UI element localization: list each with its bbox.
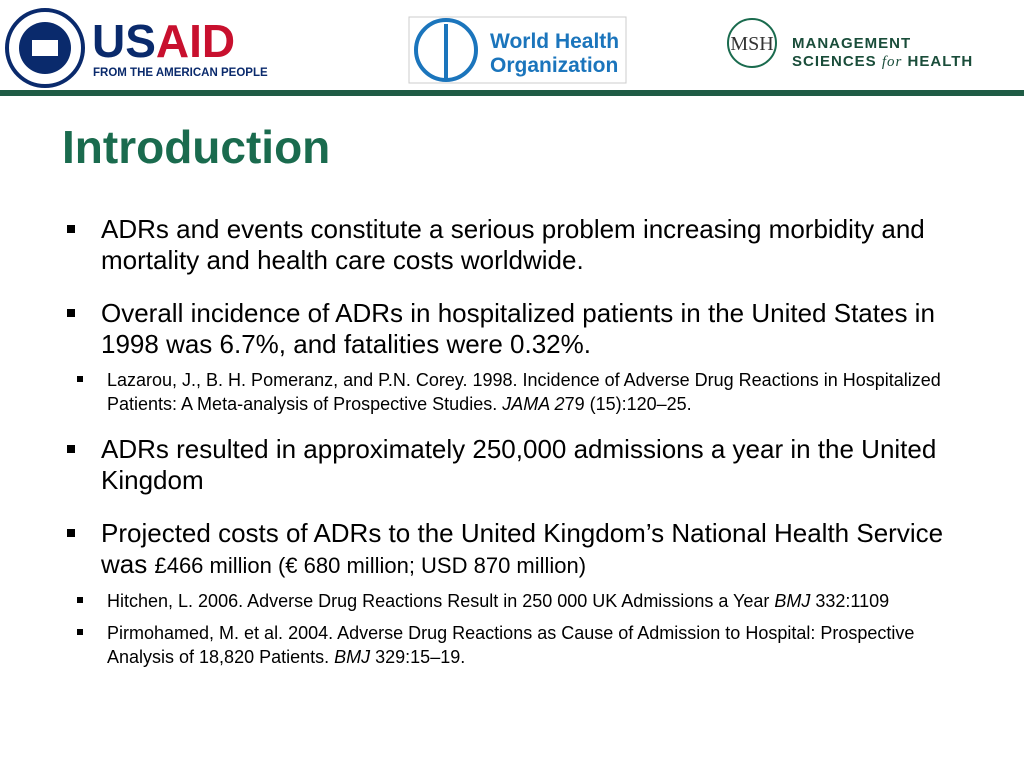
text-run: Hitchen, L. 2006. Adverse Drug Reactions… [107,591,775,611]
who-emblem [414,18,478,82]
bullet-list: ADRs and events constitute a serious pro… [62,214,962,687]
usaid-aid: AID [156,15,235,67]
text-run: BMJ [774,591,811,611]
text-run: JAMA 2 [502,394,565,414]
header-rule [0,90,1024,96]
header: USAID FROM THE AMERICAN PEOPLE World Hea… [0,8,1024,96]
who-line1: World Health [490,30,619,53]
bullet: ADRs resulted in approximately 250,000 a… [62,434,962,496]
msh-abbr: MSH [730,33,773,55]
text-run: 79 (15):120–25. [564,394,692,414]
reference-marker [77,629,83,635]
bullet: ADRs and events constitute a serious pro… [62,214,962,276]
reference-list: Lazarou, J., B. H. Pomeranz, and P.N. Co… [62,368,962,416]
usaid-us: US [92,15,156,67]
msh-line1: MANAGEMENT [792,35,911,52]
text-run: Lazarou, J., B. H. Pomeranz, and P.N. Co… [107,370,941,414]
msh-for: for [882,54,903,70]
msh-health: HEALTH [908,53,974,70]
bullet-marker [67,225,75,233]
who-box [408,16,627,84]
text-run: ADRs and events constitute a serious pro… [101,214,925,275]
usaid-name: USAID [92,15,235,67]
text-run: Projected costs of ADRs to the United Ki… [101,518,944,579]
msh-circle [727,18,777,68]
msh-line2: SCIENCES for HEALTH [792,53,973,70]
bullet: Overall incidence of ADRs in hospitalize… [62,298,962,360]
text-run: 329:15–19. [370,647,466,667]
text-run: BMJ [334,647,371,667]
reference: Hitchen, L. 2006. Adverse Drug Reactions… [62,589,962,613]
usaid-seal-shield [32,40,58,56]
reference-list: Hitchen, L. 2006. Adverse Drug Reactions… [62,589,962,669]
reference: Pirmohamed, M. et al. 2004. Adverse Drug… [62,621,962,669]
reference-marker [77,376,83,382]
who-line2: Organization [490,54,618,77]
reference-marker [77,597,83,603]
reference: Lazarou, J., B. H. Pomeranz, and P.N. Co… [62,368,962,416]
text-run: Pirmohamed, M. et al. 2004. Adverse Drug… [107,623,915,667]
msh-sciences: SCIENCES [792,53,877,70]
slide-title: Introduction [62,121,331,173]
text-run: 332:1109 [810,591,890,611]
bullet-marker [67,309,75,317]
text-run: £466 million (€ 680 million; USD 870 mil… [154,553,587,578]
bullet-marker [67,529,75,537]
text-run: Overall incidence of ADRs in hospitalize… [101,298,935,359]
usaid-tagline: FROM THE AMERICAN PEOPLE [93,67,268,79]
bullet: Projected costs of ADRs to the United Ki… [62,518,962,581]
bullet-marker [67,445,75,453]
text-run: ADRs resulted in approximately 250,000 a… [101,434,937,495]
